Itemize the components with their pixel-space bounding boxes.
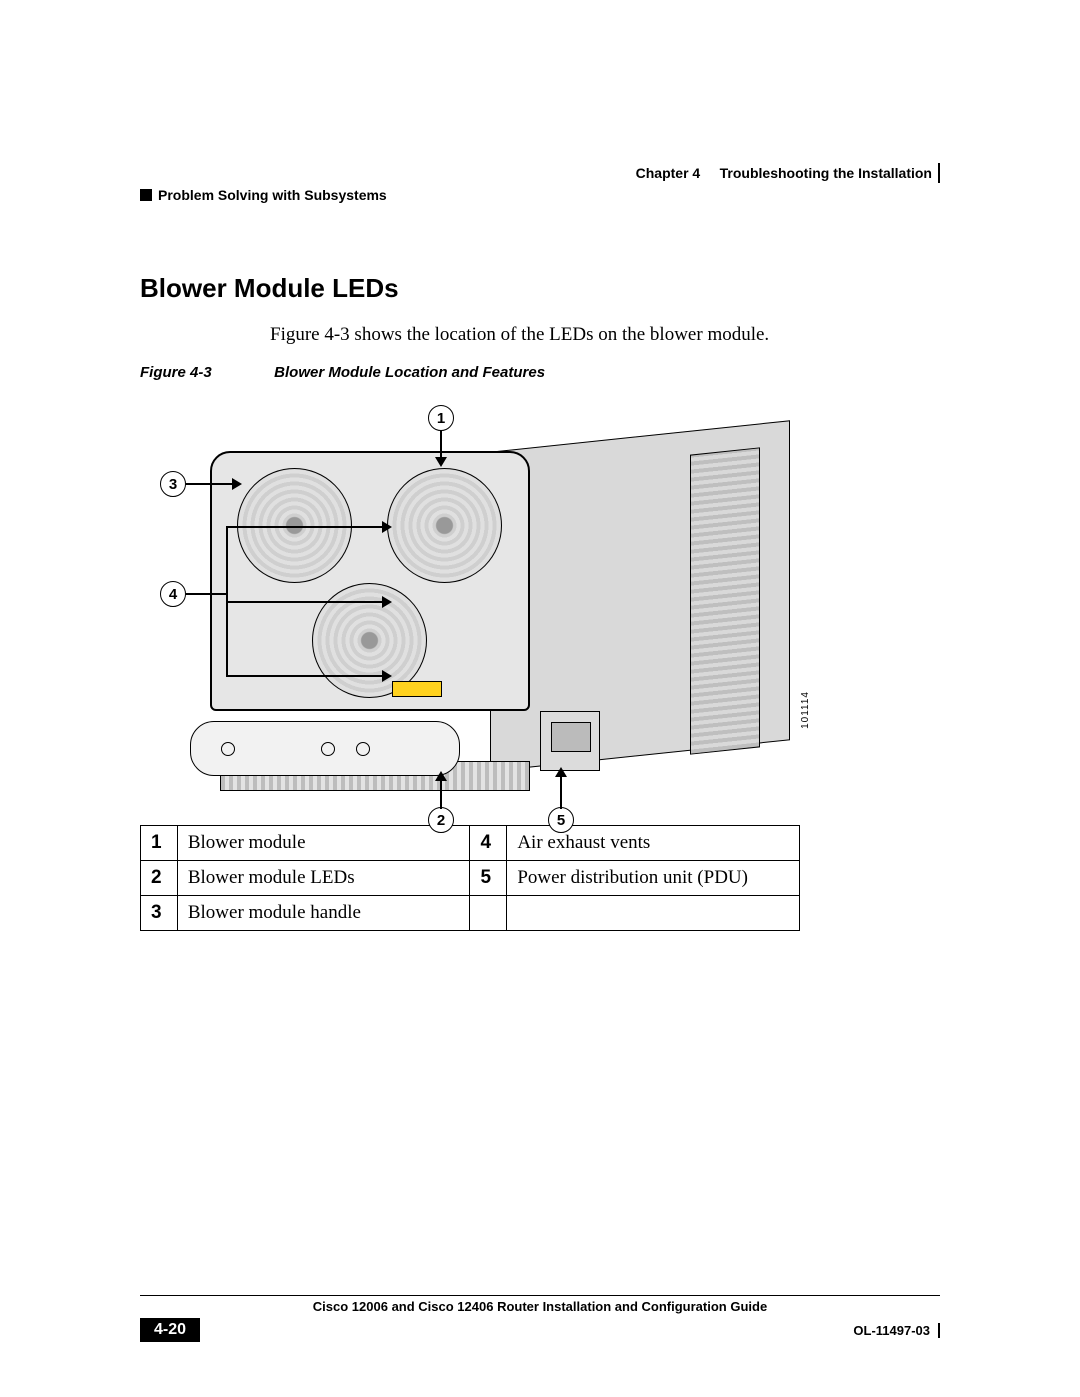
legend-desc: Air exhaust vents	[507, 826, 800, 861]
chapter-title: Troubleshooting the Installation	[720, 165, 932, 181]
arrow-head-icon	[382, 521, 392, 533]
callout-4: 4	[160, 581, 186, 607]
page-footer: Cisco 12006 and Cisco 12406 Router Insta…	[140, 1295, 940, 1342]
legend-desc: Blower module	[177, 826, 470, 861]
section-line: Problem Solving with Subsystems	[140, 187, 940, 203]
page-header: Chapter 4 Troubleshooting the Installati…	[140, 165, 940, 931]
table-row: 3 Blower module handle	[141, 896, 800, 931]
arrow-line	[226, 601, 386, 603]
arrow-line	[226, 526, 386, 528]
arrow-head-icon	[435, 771, 447, 781]
arrow-line	[226, 675, 386, 677]
side-grille	[690, 447, 760, 754]
section-marker-icon	[140, 189, 152, 201]
page-number: 4-20	[140, 1318, 200, 1342]
led-dot-icon	[221, 742, 235, 756]
figure-caption: Figure 4-3 Blower Module Location and Fe…	[140, 364, 940, 381]
legend-desc	[507, 896, 800, 931]
section-title: Problem Solving with Subsystems	[158, 187, 387, 203]
arrow-head-icon	[382, 596, 392, 608]
arrow-head-icon	[232, 478, 242, 490]
pdu-port-icon	[551, 722, 591, 752]
chapter-line: Chapter 4 Troubleshooting the Installati…	[140, 165, 940, 181]
table-row: 1 Blower module 4 Air exhaust vents	[141, 826, 800, 861]
led-dot-icon	[356, 742, 370, 756]
legend-num: 5	[470, 861, 507, 896]
warning-label-icon	[392, 681, 442, 697]
footer-guide-title: Cisco 12006 and Cisco 12406 Router Insta…	[140, 1295, 940, 1314]
arrow-head-icon	[555, 767, 567, 777]
arrow-head-icon	[382, 670, 392, 682]
figure-label: Figure 4-3	[140, 364, 270, 381]
callout-3: 3	[160, 471, 186, 497]
legend-desc: Power distribution unit (PDU)	[507, 861, 800, 896]
fan-icon	[387, 468, 502, 583]
legend-desc: Blower module handle	[177, 896, 470, 931]
chapter-label: Chapter 4	[636, 165, 701, 181]
callout-1: 1	[428, 405, 454, 431]
legend-num: 1	[141, 826, 178, 861]
led-strip	[190, 721, 460, 776]
intro-text: Figure 4-3 shows the location of the LED…	[270, 324, 940, 346]
callout-5: 5	[548, 807, 574, 833]
figure-title: Blower Module Location and Features	[274, 364, 545, 381]
arrow-line	[186, 483, 236, 485]
legend-table: 1 Blower module 4 Air exhaust vents 2 Bl…	[140, 825, 800, 931]
arrow-line	[560, 775, 562, 809]
arrow-head-icon	[435, 457, 447, 467]
page-title: Blower Module LEDs	[140, 273, 940, 304]
legend-desc: Blower module LEDs	[177, 861, 470, 896]
table-row: 2 Blower module LEDs 5 Power distributio…	[141, 861, 800, 896]
led-dot-icon	[321, 742, 335, 756]
arrow-line	[186, 593, 226, 595]
pdu-box	[540, 711, 600, 771]
callout-2: 2	[428, 807, 454, 833]
arrow-line	[440, 779, 442, 809]
legend-num: 2	[141, 861, 178, 896]
legend-num: 3	[141, 896, 178, 931]
figure-id: 101114	[800, 691, 811, 729]
doc-id: OL-11497-03	[853, 1323, 940, 1338]
blower-face	[210, 451, 530, 711]
legend-num	[470, 896, 507, 931]
figure-diagram: 1 2 3 4 5 101114	[140, 391, 780, 821]
legend-num: 4	[470, 826, 507, 861]
